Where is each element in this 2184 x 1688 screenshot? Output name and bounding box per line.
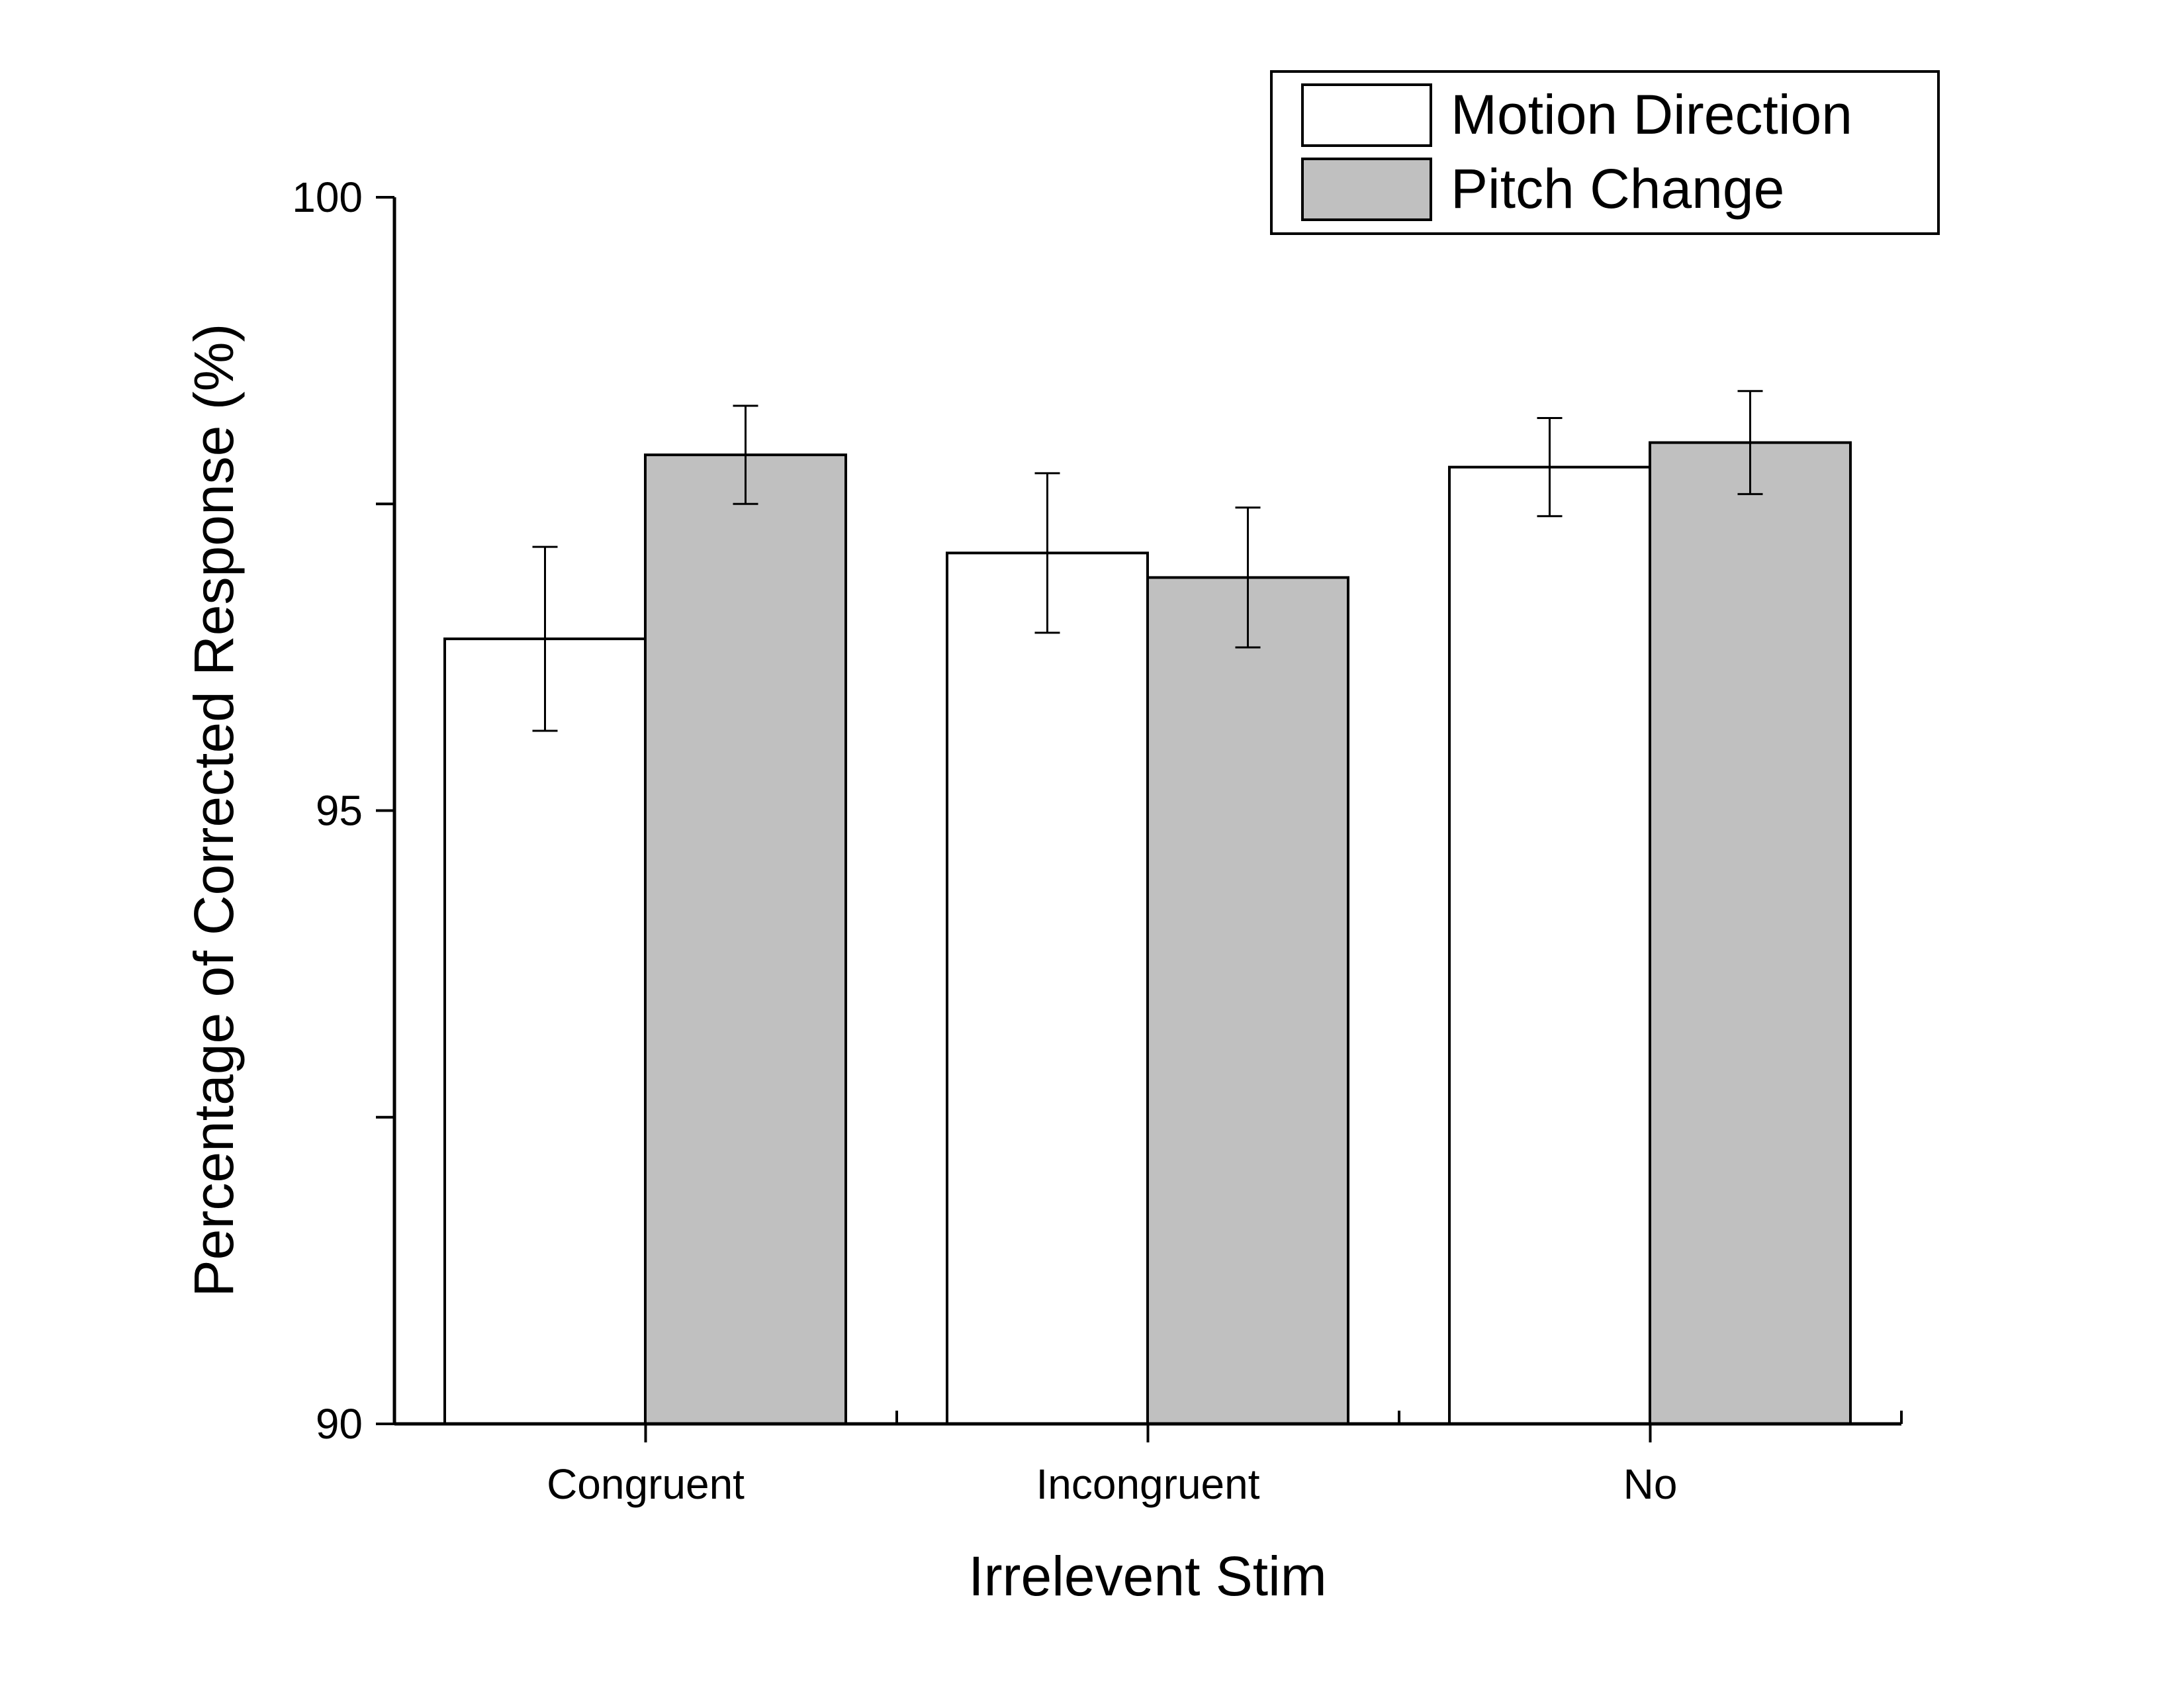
- x-tick-label: No: [1623, 1460, 1678, 1508]
- error-bar-motion-direction-congruent: [532, 545, 558, 732]
- legend-label-motion-direction: Motion Direction: [1451, 83, 1852, 146]
- y-tick-label: 100: [292, 173, 363, 221]
- legend-swatch-motion-direction: [1301, 83, 1432, 147]
- error-bar-motion-direction-incongruent: [1034, 472, 1060, 634]
- x-axis-title: Irrelevent Stim: [968, 1545, 1327, 1607]
- error-bar-pitch-change-no: [1737, 390, 1763, 495]
- error-bar-pitch-change-congruent: [733, 404, 758, 505]
- legend-label-pitch-change: Pitch Change: [1451, 158, 1784, 220]
- legend: Motion Direction Pitch Change: [1270, 70, 1940, 235]
- y-tick-label: 95: [316, 787, 363, 835]
- error-bar-pitch-change-incongruent: [1235, 506, 1261, 649]
- bar-pitch-change-no: [1649, 441, 1852, 1425]
- bars-layer: [443, 441, 1852, 1426]
- y-ticks-layer: 90 95 100: [292, 173, 394, 1448]
- bar-motion-direction-congruent: [443, 637, 647, 1426]
- bar-pitch-change-incongruent: [1146, 576, 1349, 1425]
- error-bar-motion-direction-no: [1537, 417, 1563, 518]
- x-ticks-layer: Congruent Incongruent No: [393, 1411, 1903, 1508]
- x-tick-label: Congruent: [547, 1460, 745, 1508]
- error-bars-layer: [532, 390, 1763, 732]
- y-axis-title: Percentage of Corrected Response (%): [183, 324, 245, 1297]
- y-tick-label: 90: [316, 1400, 363, 1448]
- bar-motion-direction-incongruent: [946, 551, 1149, 1425]
- bar-motion-direction-no: [1448, 465, 1651, 1425]
- bar-pitch-change-congruent: [644, 453, 847, 1425]
- legend-swatch-pitch-change: [1301, 158, 1432, 221]
- x-tick-label: Incongruent: [1036, 1460, 1259, 1508]
